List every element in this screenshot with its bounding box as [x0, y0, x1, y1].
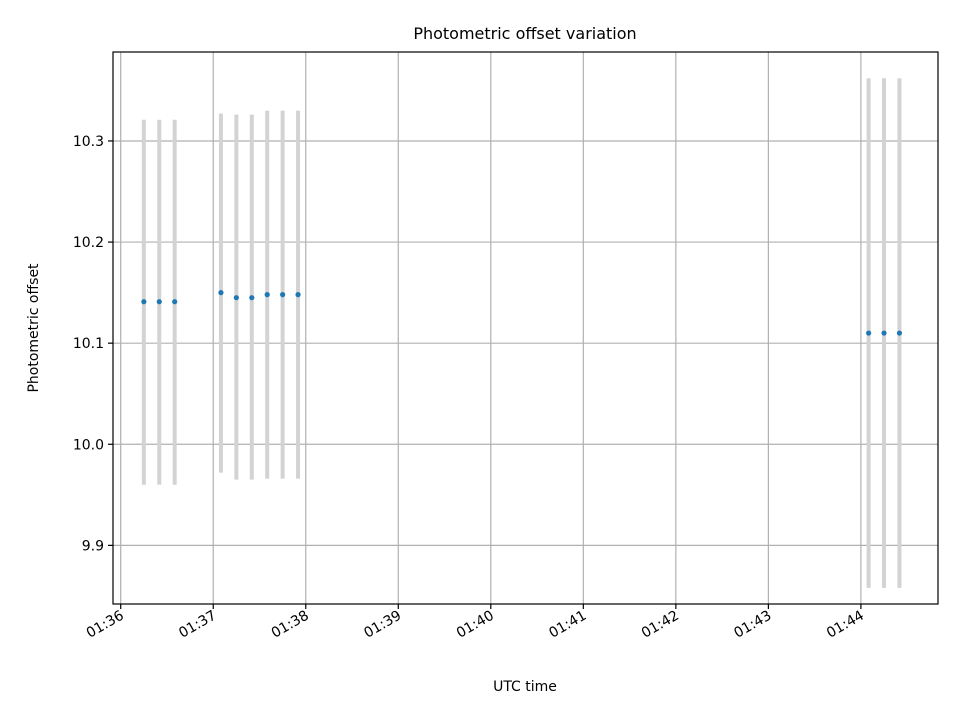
- y-tick-label: 10.0: [73, 437, 104, 453]
- data-point: [280, 292, 286, 298]
- y-axis-label: Photometric offset: [26, 263, 42, 393]
- x-axis-label: UTC time: [493, 679, 557, 695]
- y-tick-label: 10.2: [73, 235, 104, 251]
- y-axis-ticks: 9.9 10.0 10.1 10.2 10.3: [73, 134, 113, 554]
- data-point: [249, 295, 255, 301]
- y-tick-label: 10.1: [73, 336, 104, 352]
- data-point: [295, 292, 301, 298]
- data-points: [141, 290, 903, 336]
- y-tick-label: 9.9: [82, 538, 104, 554]
- plot-area-frame: [112, 51, 939, 605]
- grid: [113, 52, 938, 604]
- data-point: [264, 292, 270, 298]
- data-point: [172, 299, 178, 305]
- data-point: [233, 295, 239, 301]
- data-point: [866, 330, 872, 336]
- data-point: [218, 290, 224, 296]
- y-tick-label: 10.3: [73, 134, 104, 150]
- data-point: [141, 299, 147, 305]
- chart-title: Photometric offset variation: [413, 24, 636, 43]
- data-point: [156, 299, 162, 305]
- data-point: [896, 330, 903, 336]
- data-point: [881, 330, 887, 336]
